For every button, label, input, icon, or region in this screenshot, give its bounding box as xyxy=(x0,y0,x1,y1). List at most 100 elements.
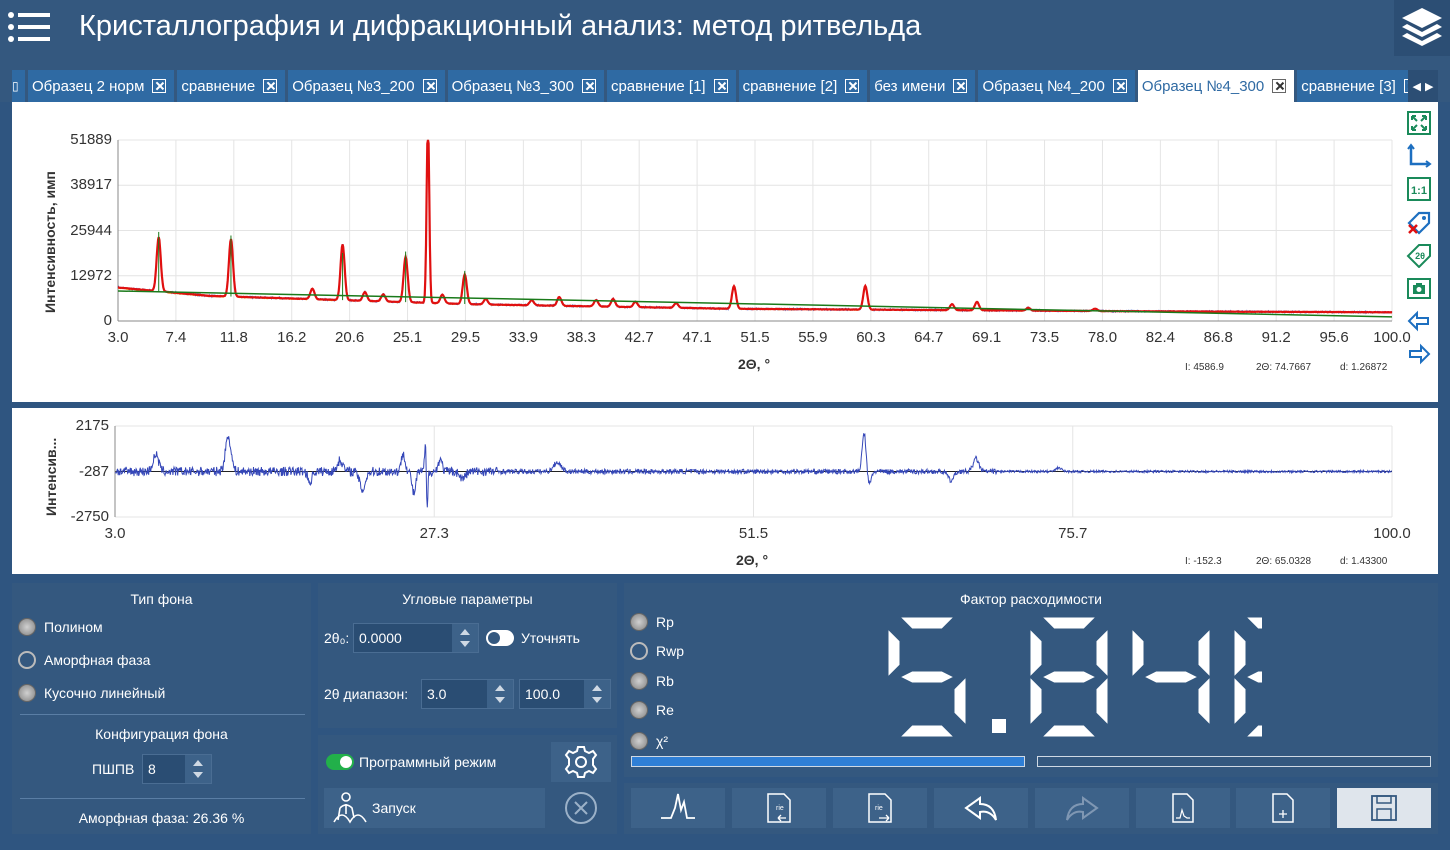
run-button[interactable]: Запуск xyxy=(324,788,545,828)
radio-dot[interactable] xyxy=(18,618,36,636)
divider xyxy=(20,798,305,799)
program-mode-toggle[interactable] xyxy=(326,754,354,770)
chart-file-button[interactable] xyxy=(1136,788,1230,828)
save-button[interactable] xyxy=(1337,788,1431,828)
tab-obrazets-3-200[interactable]: Образец №3_200 xyxy=(288,70,445,102)
remove-tag-icon[interactable] xyxy=(1406,209,1432,235)
two-theta-tag-icon[interactable]: 2θ xyxy=(1406,242,1432,269)
tab-sravnenie-3[interactable]: сравнение [3] xyxy=(1297,70,1426,102)
radio-dot[interactable] xyxy=(18,651,36,669)
tab-bez-imeni[interactable]: без имени xyxy=(870,70,976,102)
radio-dot[interactable] xyxy=(630,613,648,631)
close-icon[interactable] xyxy=(581,79,596,93)
stepper-arrows[interactable] xyxy=(452,624,478,652)
radio-dot[interactable] xyxy=(630,672,648,690)
pshpv-value[interactable]: 8 xyxy=(148,761,156,777)
close-icon[interactable] xyxy=(953,79,968,93)
chevron-up-icon[interactable] xyxy=(592,685,602,691)
main-diffraction-plot[interactable]: Интенсивность, имп 2Θ, ° I: 4586.9 2Θ: 7… xyxy=(12,102,1438,402)
arrow-left-icon[interactable] xyxy=(1406,308,1432,334)
peaks-button[interactable] xyxy=(631,788,725,828)
hamburger-menu-icon[interactable] xyxy=(0,0,56,56)
chevron-down-icon[interactable] xyxy=(193,772,203,778)
close-icon[interactable] xyxy=(713,79,728,93)
pshpv-stepper[interactable]: 8 xyxy=(142,754,212,784)
refine-toggle[interactable] xyxy=(486,630,514,646)
y-tick-label: 51889 xyxy=(70,131,112,148)
radio-polynomial[interactable]: Полином xyxy=(18,618,103,636)
radio-rwp[interactable]: Rwp xyxy=(630,642,684,660)
redo-button[interactable] xyxy=(1035,788,1129,828)
radio-rb[interactable]: Rb xyxy=(630,672,674,690)
chevron-up-icon[interactable] xyxy=(495,685,505,691)
main-plot-canvas[interactable] xyxy=(12,102,1398,402)
radio-chi2[interactable]: χ² xyxy=(630,732,668,750)
layers-icon[interactable] xyxy=(1394,0,1450,56)
radio-dot[interactable] xyxy=(630,642,648,660)
tab-sravnenie-1[interactable]: сравнение [1] xyxy=(606,70,736,102)
display-segment xyxy=(898,724,956,738)
settings-button[interactable] xyxy=(551,742,611,782)
tab-obrazets-2-norm[interactable]: Образец 2 норм xyxy=(28,70,175,102)
radio-piecewise-linear[interactable]: Кусочно линейный xyxy=(18,684,165,702)
range-max-input[interactable]: 100.0 xyxy=(519,679,611,709)
export-rie-button[interactable]: rie xyxy=(833,788,927,828)
chevron-up-icon[interactable] xyxy=(193,760,203,766)
cancel-run-button[interactable] xyxy=(551,788,611,828)
one-to-one-icon[interactable]: 1:1 xyxy=(1406,176,1432,202)
svg-text:1:1: 1:1 xyxy=(1411,185,1427,197)
tab-obrazets-3-300[interactable]: Образец №3_300 xyxy=(447,70,604,102)
range-max-value[interactable]: 100.0 xyxy=(525,686,561,702)
chevron-down-icon[interactable] xyxy=(592,697,602,703)
camera-icon[interactable] xyxy=(1406,275,1432,301)
radio-dot[interactable] xyxy=(630,701,648,719)
axes-icon[interactable] xyxy=(1406,143,1432,169)
add-file-button[interactable] xyxy=(1236,788,1330,828)
difference-plot[interactable]: Интенсив... 2Θ, ° I: -152.3 2Θ: 65.0328 … xyxy=(12,408,1438,574)
tab-partial[interactable]: ▯ xyxy=(12,70,25,102)
radio-amorphous[interactable]: Аморфная фаза xyxy=(18,651,150,669)
chevron-up-icon[interactable] xyxy=(460,629,470,635)
radio-dot[interactable] xyxy=(18,684,36,702)
range-min-value[interactable]: 3.0 xyxy=(427,686,447,702)
y-tick-label: 0 xyxy=(103,312,112,329)
display-segment xyxy=(1197,627,1211,679)
stepper-arrows[interactable] xyxy=(487,680,513,708)
x-tick-label: 55.9 xyxy=(798,329,828,346)
chevron-right-icon[interactable]: ▶ xyxy=(1425,80,1434,93)
difference-plot-canvas[interactable] xyxy=(12,408,1438,574)
close-icon[interactable] xyxy=(1112,79,1127,93)
tab-scroll-arrows[interactable]: ◀ ▶ xyxy=(1408,70,1438,102)
display-segment xyxy=(887,627,901,679)
close-icon[interactable] xyxy=(422,79,437,93)
tab-label: сравнение xyxy=(181,77,256,95)
chevron-down-icon[interactable] xyxy=(460,641,470,647)
arrow-right-icon[interactable] xyxy=(1406,341,1432,367)
tab-sravnenie[interactable]: сравнение xyxy=(177,70,286,102)
close-icon[interactable] xyxy=(1272,79,1287,93)
radio-re[interactable]: Re xyxy=(630,701,674,719)
difference-series-line xyxy=(114,433,1392,508)
close-icon[interactable] xyxy=(845,79,860,93)
import-rie-button[interactable]: rie xyxy=(732,788,826,828)
theta0-input[interactable]: 0.0000 xyxy=(353,623,479,653)
stepper-arrows[interactable] xyxy=(185,755,211,783)
chevron-down-icon[interactable] xyxy=(495,697,505,703)
readout-d-spacing: d: 1.26872 xyxy=(1340,362,1388,373)
radio-rp[interactable]: Rp xyxy=(630,613,674,631)
tab-obrazets-4-300[interactable]: Образец №4_300 xyxy=(1137,70,1295,102)
radio-dot[interactable] xyxy=(630,732,648,750)
stepper-arrows[interactable] xyxy=(584,680,610,708)
tab-obrazets-4-200[interactable]: Образец №4_200 xyxy=(978,70,1135,102)
close-icon[interactable] xyxy=(263,79,278,93)
fit-all-icon[interactable] xyxy=(1406,110,1432,136)
range-min-input[interactable]: 3.0 xyxy=(421,679,514,709)
theta0-value[interactable]: 0.0000 xyxy=(359,630,402,646)
display-segment xyxy=(1040,724,1098,738)
undo-button[interactable] xyxy=(934,788,1028,828)
tab-sravnenie-2[interactable]: сравнение [2] xyxy=(738,70,868,102)
angle-params-panel: Угловые параметры 2θ₀: 0.0000 Уточнять 2… xyxy=(318,583,617,728)
pshpv-label: ПШПВ xyxy=(92,761,135,777)
close-icon[interactable] xyxy=(152,79,167,93)
chevron-left-icon[interactable]: ◀ xyxy=(1412,80,1421,93)
